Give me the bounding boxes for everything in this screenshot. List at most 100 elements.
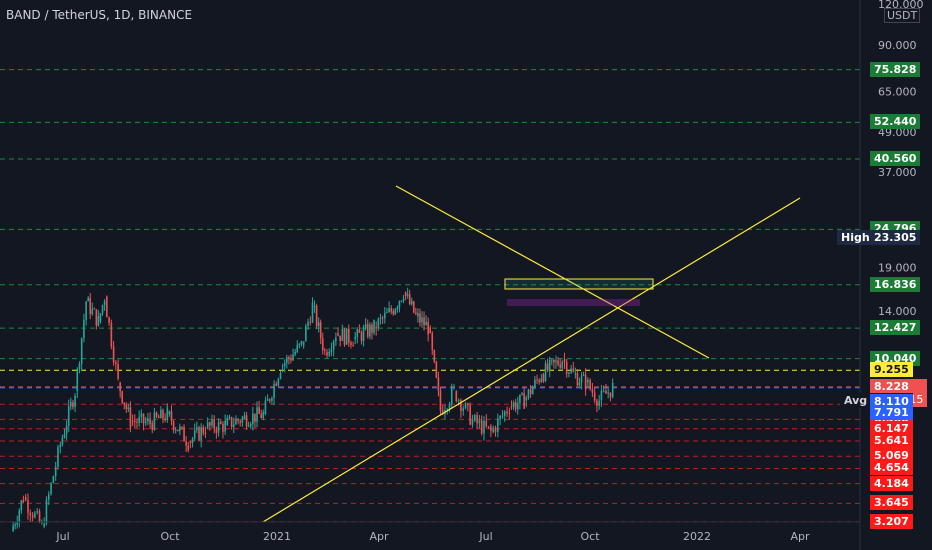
candle-body xyxy=(328,351,331,356)
candle-body xyxy=(392,311,395,315)
candle-body xyxy=(176,429,179,432)
red-level-tag: 5.069 xyxy=(870,448,913,464)
candle-body xyxy=(164,418,166,421)
candle-body xyxy=(490,426,492,431)
candle-body xyxy=(294,351,296,355)
candle-body xyxy=(302,341,305,346)
candle-body xyxy=(277,378,280,386)
candle-body xyxy=(61,437,64,445)
candle-body xyxy=(271,398,273,401)
candle-body xyxy=(383,312,386,319)
candle-body xyxy=(527,389,530,398)
candle-body xyxy=(121,391,124,403)
candle-body xyxy=(373,319,375,333)
candle-body xyxy=(34,512,36,518)
candle-body xyxy=(106,296,108,318)
candle-body xyxy=(189,442,192,443)
candle-body xyxy=(464,403,467,409)
candle-body xyxy=(136,421,138,423)
candle-body xyxy=(388,308,390,312)
candle-body xyxy=(439,390,442,411)
candle-body xyxy=(379,317,382,319)
green-level-tag: 10.040 xyxy=(870,350,921,366)
candle-body xyxy=(525,397,528,401)
candle-body xyxy=(589,379,591,390)
candle-body xyxy=(345,328,348,345)
candle-body xyxy=(390,308,393,312)
candle-body xyxy=(101,305,104,314)
candle-body xyxy=(343,329,346,345)
candle-body xyxy=(398,301,401,308)
candle-body xyxy=(523,393,525,409)
candle-body xyxy=(404,291,407,296)
candle-body xyxy=(309,321,312,323)
candle-body xyxy=(262,412,265,418)
candle-body xyxy=(239,420,242,423)
candle-body xyxy=(279,373,282,379)
candle-body xyxy=(290,358,292,361)
candle-body xyxy=(437,377,440,391)
candle-body xyxy=(138,416,140,423)
candle-body xyxy=(534,379,536,388)
candle-body xyxy=(115,362,117,365)
candle-body xyxy=(305,325,307,342)
candle-body xyxy=(31,515,34,518)
candle-body xyxy=(54,466,57,477)
candle-body xyxy=(492,427,495,433)
candle-body xyxy=(546,363,549,371)
candle-body xyxy=(485,420,488,427)
candle-body xyxy=(191,438,194,443)
candle-body xyxy=(211,419,213,426)
candle-body xyxy=(478,420,481,424)
candle-body xyxy=(172,421,175,430)
candle-body xyxy=(65,425,68,434)
candle-body xyxy=(584,374,587,390)
candle-body xyxy=(230,417,233,428)
candle-body xyxy=(296,344,299,352)
candle-body xyxy=(85,301,87,320)
candle-body xyxy=(446,409,449,411)
candle-body xyxy=(503,411,506,416)
price-tick-label: 19.000 xyxy=(878,261,917,274)
candle-body xyxy=(448,404,451,410)
candle-body xyxy=(43,523,45,527)
candle-body xyxy=(50,482,52,495)
candle-body xyxy=(315,305,318,327)
unit-label[interactable]: USDT xyxy=(884,8,921,23)
candle-body xyxy=(394,309,397,315)
candle-body xyxy=(540,378,543,383)
candle-body xyxy=(83,319,85,339)
candle-body xyxy=(52,476,55,483)
candle-body xyxy=(574,373,577,375)
candle-body xyxy=(151,422,154,430)
candle-body xyxy=(29,512,32,516)
candle-body xyxy=(565,361,568,374)
candle-body xyxy=(45,499,48,524)
price-tick-label: 65.000 xyxy=(878,86,917,99)
candle-body xyxy=(494,427,497,432)
candle-body xyxy=(602,390,605,392)
candle-body xyxy=(36,511,39,513)
candle-body xyxy=(381,317,384,319)
candle-body xyxy=(89,297,92,315)
candle-body xyxy=(408,294,411,305)
candle-body xyxy=(457,400,460,402)
candle-body xyxy=(235,419,237,425)
candle-body xyxy=(260,413,262,418)
candle-body xyxy=(551,359,553,361)
candle-body xyxy=(209,422,211,426)
candle-body xyxy=(324,350,326,352)
price-tick-label: 120.000 xyxy=(878,0,924,11)
red-level-tag: 4.184 xyxy=(870,475,913,491)
candle-body xyxy=(377,318,380,329)
candle-body xyxy=(506,411,508,413)
candle-body xyxy=(578,382,581,386)
candle-body xyxy=(553,359,555,363)
candle-body xyxy=(462,408,465,411)
candle-body xyxy=(285,357,288,363)
time-tick-label: 2021 xyxy=(263,530,291,543)
candle-body xyxy=(24,497,27,501)
candle-body xyxy=(168,411,171,415)
